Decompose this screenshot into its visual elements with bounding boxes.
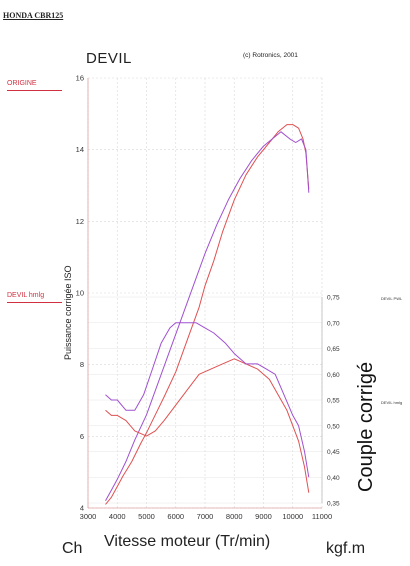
mini-legend-1: DEVIL PWL	[381, 296, 403, 301]
x-tick-label: 9000	[255, 512, 272, 521]
legend-label-origine: ORIGINE	[7, 80, 37, 87]
chart-title: DEVIL	[86, 50, 132, 67]
series-left-origine-line	[105, 124, 310, 505]
y-right-tick-label: 0,40	[327, 475, 340, 482]
legend-label-devil: DEVIL hmlg	[7, 292, 45, 299]
x-tick-label: 10000	[282, 512, 303, 521]
y-left-tick-label: 16	[76, 74, 84, 83]
series-left-devil-hmlg-line	[105, 131, 310, 502]
x-tick-label: 4000	[109, 512, 126, 521]
y-right-tick-label: 0,55	[327, 398, 340, 405]
copyright-note: (c) Rotronics, 2001	[243, 52, 298, 59]
legend-swatch-devil	[7, 302, 62, 303]
x-tick-label: 7000	[197, 512, 214, 521]
y-left-tick-label: 4	[80, 504, 84, 513]
legend-entry-origine: ORIGINE	[7, 80, 62, 91]
unit-right: kgf.m	[326, 540, 366, 557]
y-axis-right-label: Couple corrigé	[355, 362, 377, 492]
y-right-tick-label: 0,70	[327, 320, 340, 327]
series-right-origine-line	[105, 358, 310, 493]
y-left-tick-label: 12	[76, 217, 84, 226]
y-right-tick-label: 0,35	[327, 501, 340, 508]
y-left-tick-label: 6	[80, 432, 84, 441]
y-right-tick-label: 0,60	[327, 372, 340, 379]
y-left-tick-label: 10	[76, 289, 84, 298]
y-right-tick-label: 0,65	[327, 346, 340, 353]
model-label: HONDA CBR125	[3, 11, 64, 20]
y-right-tick-label: 0,50	[327, 423, 340, 430]
mini-legend-2: DEVIL hmlg	[381, 400, 403, 405]
y-axis-left-label: Puissance corrigée ISO	[63, 265, 73, 360]
y-left-tick-label: 8	[80, 360, 84, 369]
x-tick-label: 3000	[80, 512, 97, 521]
x-tick-label: 5000	[138, 512, 155, 521]
legend-swatch-origine	[7, 90, 62, 91]
unit-left: Ch	[62, 540, 83, 557]
legend-entry-devil: DEVIL hmlg	[7, 292, 62, 303]
y-left-tick-label: 14	[76, 145, 84, 154]
x-tick-label: 11000	[312, 512, 332, 521]
x-axis-label: Vitesse moteur (Tr/min)	[104, 533, 271, 550]
y-right-tick-label: 0,75	[327, 295, 340, 302]
x-tick-label: 6000	[167, 512, 184, 521]
y-right-tick-label: 0,45	[327, 449, 340, 456]
x-tick-label: 8000	[226, 512, 243, 521]
series-right-devil-hmlg-line	[105, 322, 310, 478]
